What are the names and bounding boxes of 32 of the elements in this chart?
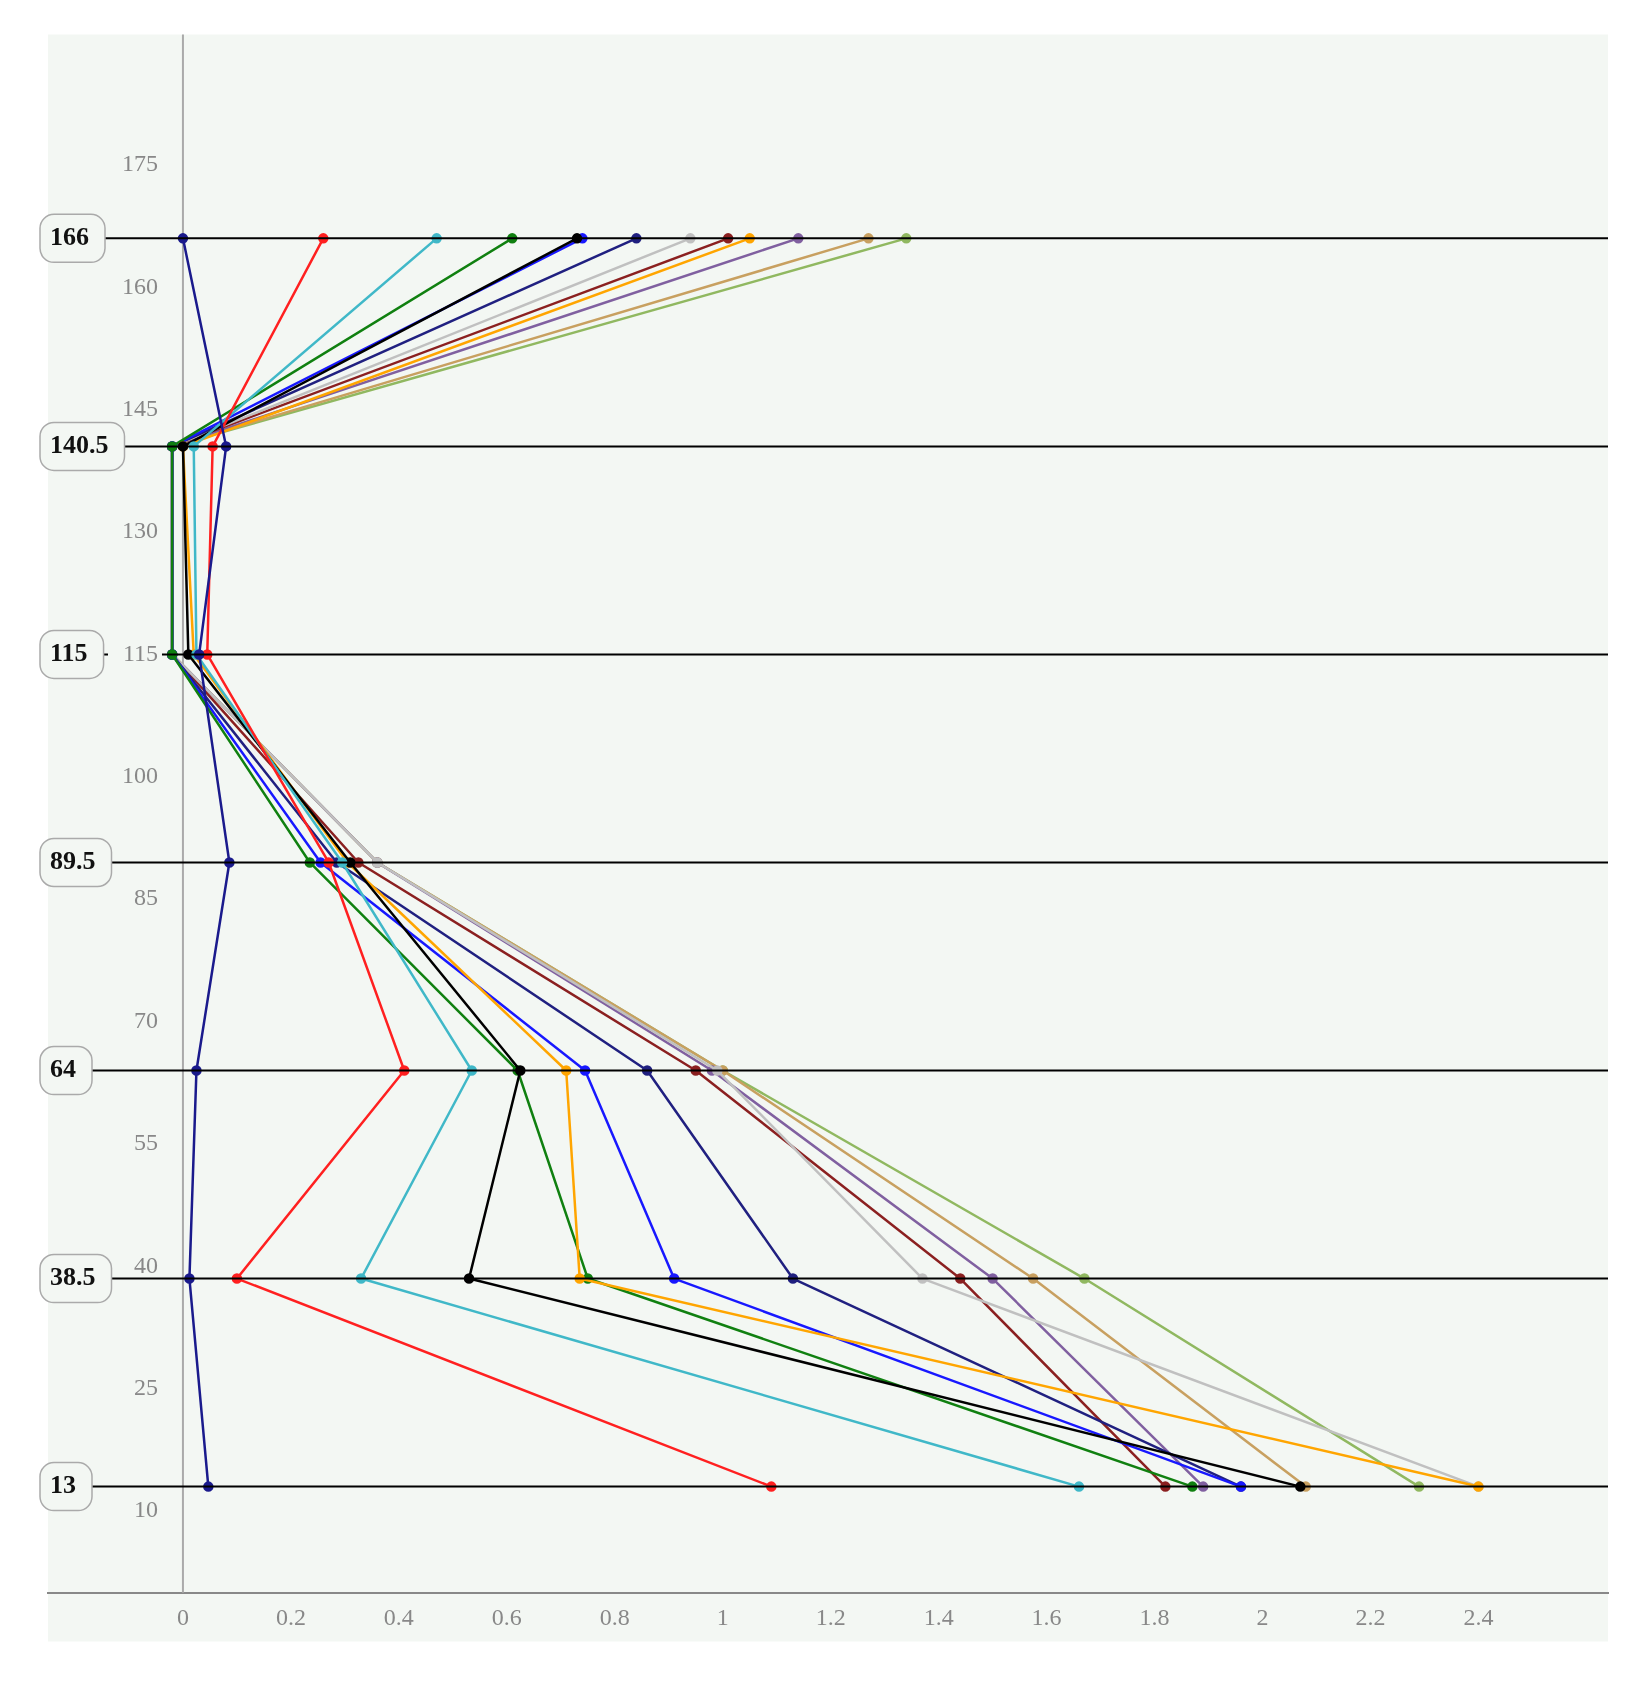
ref-line-label: 89.5 [50, 846, 96, 876]
ref-line-label: 13 [50, 1470, 76, 1500]
x-tick-label: 1.6 [1031, 1604, 1062, 1631]
y-tick-label: 130 [121, 517, 158, 544]
y-tick-label: 55 [133, 1129, 158, 1156]
y-tick-label: 115 [122, 639, 158, 666]
x-tick-label: 0.8 [599, 1604, 630, 1631]
ref-line-label: 140.5 [50, 430, 109, 460]
y-tick-label: 160 [121, 272, 158, 299]
x-tick-label: 1.4 [923, 1604, 954, 1631]
y-tick-label: 25 [133, 1373, 158, 1400]
y-tick-label: 70 [133, 1006, 158, 1033]
x-tick-label: 1.8 [1139, 1604, 1170, 1631]
y-tick-label: 85 [133, 884, 158, 911]
ref-line-label: 115 [50, 638, 88, 668]
y-tick-label: 175 [121, 150, 158, 177]
x-tick-label: 1.2 [815, 1604, 846, 1631]
x-tick-label: 0.4 [383, 1604, 414, 1631]
y-tick-label: 10 [133, 1496, 158, 1523]
x-tick-label: 2.4 [1463, 1604, 1494, 1631]
x-tick-label: 0.2 [275, 1604, 306, 1631]
x-tick-label: 0 [176, 1604, 189, 1631]
x-tick-label: 2.2 [1355, 1604, 1386, 1631]
y-tick-label: 40 [133, 1251, 158, 1278]
ref-line-label: 166 [50, 222, 89, 252]
y-tick-label: 100 [121, 762, 158, 789]
y-tick-label: 145 [121, 394, 158, 421]
ref-line-label: 64 [50, 1054, 76, 1084]
x-tick-label: 1 [716, 1604, 729, 1631]
x-tick-label: 0.6 [491, 1604, 522, 1631]
ref-line-label: 38.5 [50, 1262, 96, 1292]
x-tick-label: 2 [1256, 1604, 1269, 1631]
